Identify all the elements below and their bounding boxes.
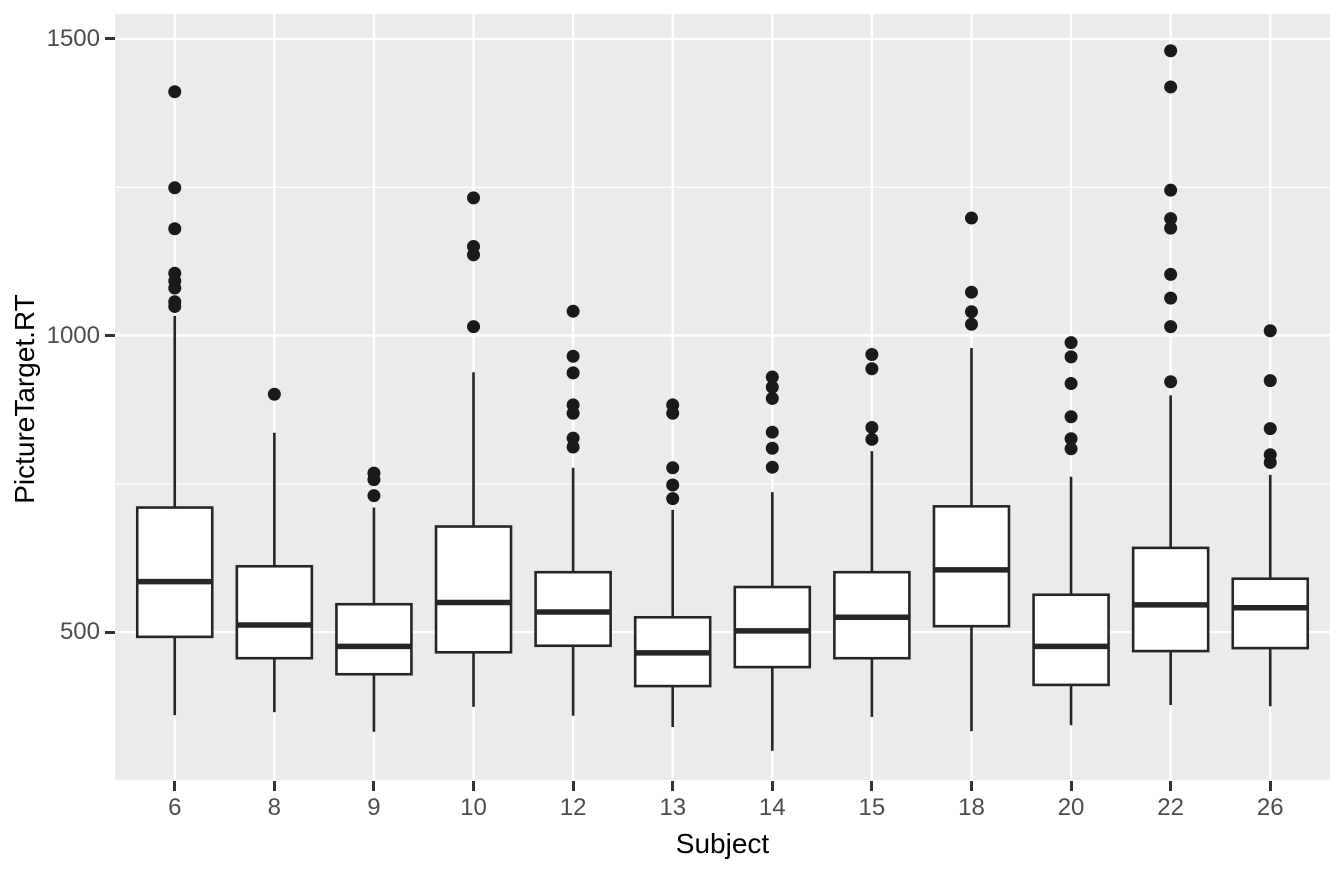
outlier-point [467, 320, 481, 334]
outlier-point [566, 304, 580, 318]
outlier-point [1164, 375, 1178, 389]
outlier-point [765, 370, 779, 384]
outlier-point [566, 431, 580, 445]
x-tick-label: 26 [1256, 794, 1284, 821]
box-iqr [534, 570, 612, 648]
outlier-point [1164, 80, 1178, 94]
outlier-point [1164, 44, 1178, 58]
outlier-point [865, 347, 879, 361]
outlier-point [1263, 324, 1277, 338]
x-tick-label: 20 [1057, 794, 1085, 821]
y-tick-label: 500 [59, 618, 100, 646]
x-axis-title: Subject [675, 828, 770, 859]
y-tick-mark [105, 630, 115, 634]
x-tick-label: 14 [758, 794, 786, 821]
y-tick-mark [105, 37, 115, 41]
outlier-point [765, 460, 779, 474]
box-iqr [135, 506, 214, 639]
outlier-point [964, 305, 978, 319]
outlier-point [367, 466, 381, 480]
outlier-point [765, 380, 779, 394]
outlier-point [865, 420, 879, 434]
outlier-point [566, 398, 580, 412]
outlier-point [367, 489, 381, 503]
outlier-point [865, 432, 879, 446]
outlier-point [1164, 291, 1178, 305]
outlier-point [1064, 442, 1078, 456]
x-tick-mark [969, 781, 973, 791]
x-tick-label: 13 [659, 794, 687, 821]
box-iqr [1032, 593, 1110, 687]
outlier-point [666, 398, 680, 412]
outlier-point [1064, 336, 1078, 350]
outlier-point [1263, 422, 1277, 436]
outlier-point [666, 461, 680, 475]
outlier-point [1064, 350, 1078, 364]
outlier-point [1064, 410, 1078, 424]
outlier-point [865, 362, 879, 376]
outlier-point [566, 366, 580, 380]
outlier-point [1263, 448, 1277, 462]
y-tick-mark [105, 334, 115, 337]
x-tick-mark [1069, 781, 1073, 791]
y-tick-label: 1500 [46, 24, 100, 52]
outlier-point [168, 222, 182, 236]
outlier-point [467, 240, 481, 254]
outlier-point [267, 387, 281, 401]
x-tick-mark [1169, 781, 1173, 791]
outlier-point [1164, 212, 1178, 226]
outlier-point [168, 266, 182, 280]
outlier-point [1164, 320, 1178, 334]
x-tick-label: 12 [559, 794, 587, 821]
outlier-point [1164, 267, 1178, 281]
outlier-point [1164, 221, 1178, 235]
outlier-point [168, 295, 182, 309]
box-iqr [932, 505, 1011, 628]
x-tick-mark [472, 781, 476, 791]
plot-panel [115, 14, 1330, 781]
box-iqr [434, 525, 513, 654]
x-tick-mark [671, 781, 675, 791]
outlier-point [964, 211, 978, 225]
x-tick-label: 9 [367, 794, 381, 821]
outlier-point [467, 191, 481, 205]
outlier-point [666, 478, 680, 492]
y-axis-title: PictureTarget.RT [9, 294, 40, 504]
box-iqr [1231, 577, 1310, 650]
outlier-point [566, 349, 580, 363]
outlier-point [765, 441, 779, 455]
outlier-point [964, 317, 978, 331]
outlier-point [765, 391, 779, 405]
x-tick-mark [1268, 781, 1272, 791]
outlier-point [168, 181, 182, 195]
x-tick-mark [272, 781, 276, 791]
boxplot-canvas [115, 14, 1330, 781]
x-tick-label: 15 [858, 794, 886, 821]
outlier-point [168, 85, 182, 99]
outlier-point [1164, 183, 1178, 197]
outlier-point [1263, 374, 1277, 388]
x-tick-label: 22 [1157, 794, 1184, 821]
outlier-point [964, 285, 978, 299]
x-tick-label: 10 [460, 794, 487, 821]
x-tick-mark [870, 781, 874, 791]
x-tick-mark [571, 781, 575, 791]
box-iqr [733, 585, 812, 669]
x-tick-label: 6 [168, 794, 182, 821]
outlier-point [566, 440, 580, 454]
outlier-point [666, 492, 680, 506]
x-tick-label: 8 [267, 794, 282, 821]
outlier-point [1064, 432, 1078, 446]
outlier-point [765, 425, 779, 439]
x-tick-mark [770, 781, 774, 791]
box-iqr [1131, 546, 1210, 653]
x-tick-mark [372, 781, 376, 791]
y-tick-label: 1000 [46, 321, 100, 349]
x-tick-mark [173, 781, 177, 791]
x-tick-label: 18 [958, 794, 985, 821]
box-iqr [235, 564, 314, 660]
box-iqr [335, 602, 413, 676]
outlier-point [1064, 377, 1078, 391]
